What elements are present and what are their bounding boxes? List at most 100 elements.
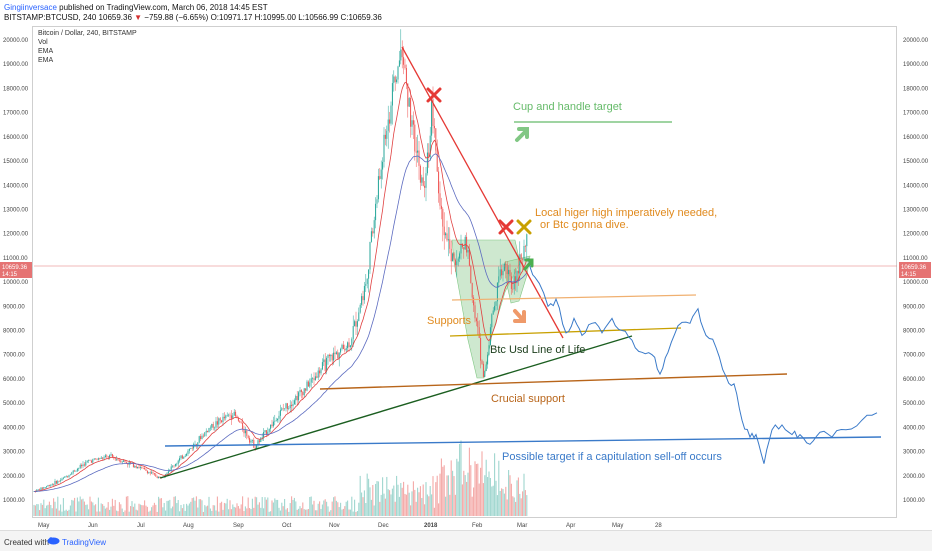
tradingview-link[interactable]: TradingView: [62, 538, 107, 547]
volume-bar: [326, 501, 328, 516]
volume-bar: [110, 506, 112, 516]
red-cross-icon: [426, 87, 442, 103]
candle-body: [285, 403, 287, 409]
volume-bar: [152, 505, 154, 516]
volume-bar: [270, 511, 272, 516]
candle-body: [429, 135, 431, 158]
y-tick-label-left: 5000.00: [3, 401, 25, 407]
candle-body: [173, 465, 175, 467]
price-chart[interactable]: 20000.00 19000.00 18000.00 17000.00 16000.00…: [0, 0, 932, 530]
volume-bar: [236, 503, 238, 516]
volume-bar: [179, 511, 181, 516]
candle-body: [226, 415, 228, 416]
candle-body: [96, 459, 98, 460]
x-tick-label: Dec: [378, 523, 389, 529]
legend-item-vol[interactable]: Vol: [38, 39, 48, 46]
volume-bar: [81, 499, 83, 516]
candle-body: [391, 83, 393, 106]
candle-body: [428, 152, 430, 158]
volume-bar: [53, 498, 55, 516]
volume-bar: [488, 471, 490, 516]
candle-body: [179, 458, 181, 461]
candle-body: [398, 60, 400, 67]
candle-body: [447, 239, 449, 241]
capitulation-line: [164, 436, 882, 447]
legend-item-ema-2[interactable]: EMA: [38, 57, 54, 64]
candle-body: [138, 466, 140, 468]
legend-item-ema[interactable]: EMA: [38, 48, 54, 55]
candle-body: [48, 485, 50, 486]
candle-body: [177, 460, 179, 464]
volume-bar: [324, 499, 326, 516]
symbol-line: BITSTAMP:BTCUSD, 240 10659.36 ▼ −759.88 …: [4, 13, 382, 22]
candle-body: [237, 417, 239, 421]
candle-body: [250, 440, 252, 443]
volume-bar: [487, 476, 489, 516]
volume-bar: [261, 497, 263, 516]
annotation-line-of-life: Btc Usd Line of Life: [490, 344, 585, 356]
author-link[interactable]: Gingiinversace: [4, 3, 57, 12]
y-axis-left: 20000.00 19000.00 18000.00 17000.00 16000.00…: [3, 38, 29, 504]
candle-body: [207, 430, 209, 432]
volume-bar: [247, 497, 249, 516]
volume-bar: [524, 490, 526, 516]
candle-body: [222, 416, 224, 423]
candle-body: [292, 404, 294, 407]
volume-bar: [218, 511, 220, 516]
volume-bar: [463, 470, 465, 516]
red-cross-icon: [498, 219, 514, 235]
candle-body: [473, 297, 475, 306]
chart-frame[interactable]: [32, 26, 897, 518]
y-tick-label-left: 12000.00: [3, 232, 29, 238]
candle-body: [145, 469, 147, 471]
volume-bar: [414, 489, 416, 516]
volume-bar: [391, 488, 393, 516]
volume-bar: [194, 500, 196, 516]
candle-body: [275, 420, 277, 421]
y-tick-label-right: 17000.00: [903, 111, 929, 117]
candle-body: [254, 447, 256, 449]
volume-bar: [356, 511, 358, 516]
candle-body: [349, 345, 351, 348]
candle-body: [229, 414, 231, 416]
candle-body: [459, 253, 461, 259]
volume-bar: [109, 509, 111, 516]
candle-body: [474, 305, 476, 319]
candle-body: [57, 481, 59, 484]
candle-body: [523, 246, 525, 260]
volume-bar: [305, 509, 307, 516]
candle-body: [419, 165, 421, 183]
candle-body: [482, 363, 484, 377]
y-tick-label-left: 6000.00: [3, 377, 25, 383]
volume-bar: [506, 499, 508, 516]
candle-body: [265, 430, 267, 435]
volume-bar: [254, 496, 256, 516]
volume-bar: [239, 508, 241, 516]
candle-body: [359, 304, 361, 313]
volume-bar: [40, 503, 42, 516]
volume-bar: [352, 511, 354, 516]
volume-bar: [400, 483, 402, 516]
candle-body: [271, 424, 273, 427]
volume-bar: [39, 510, 41, 516]
candle-body: [233, 411, 235, 416]
volume-bar: [137, 510, 139, 516]
volume-bar: [299, 506, 301, 516]
volume-bar: [310, 496, 312, 516]
candle-body: [102, 457, 104, 459]
volume-bar: [155, 504, 157, 516]
volume-bar: [499, 490, 501, 516]
volume-bar: [72, 500, 74, 516]
candle-body: [72, 470, 74, 473]
volume-bar: [97, 497, 99, 516]
volume-bar: [124, 510, 126, 516]
volume-bar: [169, 499, 171, 516]
candle-body: [361, 296, 363, 305]
candle-body: [153, 473, 155, 475]
footer: Created with TradingView: [0, 530, 932, 551]
volume-bar: [316, 510, 318, 516]
volume-bar: [71, 499, 73, 516]
volume-bar: [89, 496, 91, 516]
volume-bar: [363, 490, 365, 516]
volume-bar: [321, 504, 323, 516]
